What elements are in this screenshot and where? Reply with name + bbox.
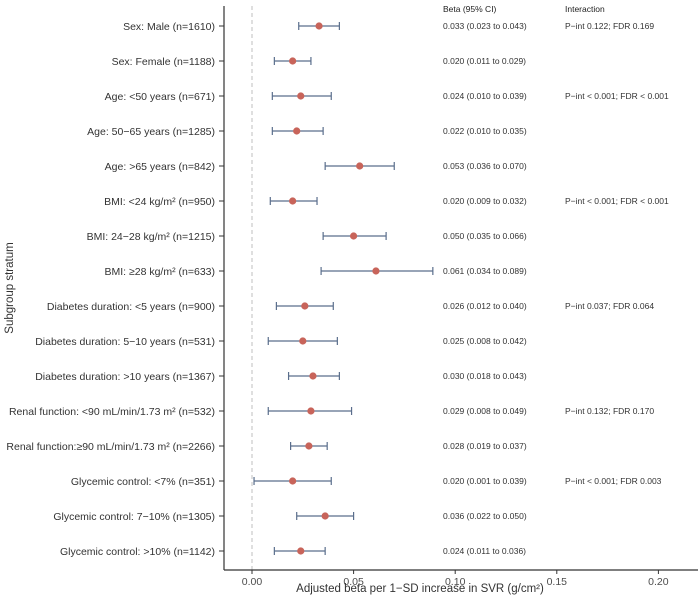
- row-label: Age: >65 years (n=842): [105, 161, 215, 173]
- beta-ci-text: 0.020 (0.009 to 0.032): [443, 196, 527, 206]
- interaction-text: P−int < 0.001; FDR 0.003: [565, 476, 662, 486]
- estimates-table: Beta (95% CI) Interaction 0.033 (0.023 t…: [443, 4, 669, 556]
- row-labels: Sex: Male (n=1610) Sex: Female (n=1188) Ag…: [6, 21, 224, 558]
- row-label: Diabetes duration: <5 years (n=900): [47, 301, 215, 313]
- row-label: Diabetes duration: >10 years (n=1367): [35, 371, 215, 383]
- x-tick-label: 0.20: [648, 576, 669, 588]
- estimate-point: [315, 22, 323, 30]
- estimate-point: [305, 442, 313, 450]
- plot-area: [251, 6, 434, 570]
- interaction-text: P−int < 0.001; FDR < 0.001: [565, 91, 669, 101]
- estimate-point: [356, 162, 364, 170]
- x-tick-label: 0.15: [547, 576, 568, 588]
- beta-ci-text: 0.028 (0.019 to 0.037): [443, 441, 527, 451]
- row-label: Renal function:≥90 mL/min/1.73 m² (n=226…: [6, 441, 215, 453]
- estimate-point: [321, 512, 329, 520]
- beta-ci-text: 0.033 (0.023 to 0.043): [443, 21, 527, 31]
- beta-ci-text: 0.026 (0.012 to 0.040): [443, 301, 527, 311]
- row-label: Glycemic control: 7−10% (n=1305): [53, 511, 215, 523]
- beta-ci-text: 0.029 (0.008 to 0.049): [443, 406, 527, 416]
- beta-ci-text: 0.020 (0.001 to 0.039): [443, 476, 527, 486]
- row-label: Glycemic control: <7% (n=351): [71, 476, 215, 488]
- interaction-text: P−int < 0.001; FDR < 0.001: [565, 196, 669, 206]
- x-axis-ticks: 0.00 0.05 0.10 0.15 0.20: [242, 570, 669, 588]
- beta-ci-text: 0.050 (0.035 to 0.066): [443, 231, 527, 241]
- estimate-point: [299, 337, 307, 345]
- beta-ci-text: 0.036 (0.022 to 0.050): [443, 511, 527, 521]
- estimate-point: [293, 127, 301, 135]
- estimate-point: [309, 372, 317, 380]
- x-tick-label: 0.10: [445, 576, 466, 588]
- row-label: Sex: Male (n=1610): [123, 21, 215, 33]
- beta-column-header: Beta (95% CI): [443, 4, 497, 14]
- beta-ci-text: 0.022 (0.010 to 0.035): [443, 126, 527, 136]
- beta-ci-text: 0.053 (0.036 to 0.070): [443, 161, 527, 171]
- row-label: Age: <50 years (n=671): [105, 91, 215, 103]
- interaction-column-header: Interaction: [565, 4, 605, 14]
- beta-ci-text: 0.030 (0.018 to 0.043): [443, 371, 527, 381]
- interaction-text: P−int 0.037; FDR 0.064: [565, 301, 654, 311]
- beta-ci-text: 0.020 (0.011 to 0.029): [443, 56, 526, 66]
- beta-ci-text: 0.025 (0.008 to 0.042): [443, 336, 527, 346]
- row-label: BMI: 24−28 kg/m² (n=1215): [87, 231, 215, 243]
- x-tick-label: 0.00: [242, 576, 263, 588]
- estimate-point: [289, 57, 297, 65]
- row-label: Diabetes duration: 5−10 years (n=531): [35, 336, 215, 348]
- row-label: Age: 50−65 years (n=1285): [87, 126, 215, 138]
- interaction-text: P−int 0.132; FDR 0.170: [565, 406, 654, 416]
- estimate-point: [297, 92, 305, 100]
- row-label: Renal function: <90 mL/min/1.73 m² (n=53…: [9, 406, 215, 418]
- estimate-point: [297, 547, 305, 555]
- beta-ci-text: 0.061 (0.034 to 0.089): [443, 266, 527, 276]
- estimate-point: [350, 232, 358, 240]
- beta-ci-text: 0.024 (0.010 to 0.039): [443, 91, 527, 101]
- x-axis-title: Adjusted beta per 1−SD increase in SVR (…: [296, 583, 544, 595]
- row-label: Sex: Female (n=1188): [112, 56, 215, 68]
- estimate-point: [372, 267, 380, 275]
- row-label: BMI: ≥28 kg/m² (n=633): [104, 266, 215, 278]
- x-tick-label: 0.05: [343, 576, 364, 588]
- y-axis-title: Subgroup stratum: [4, 242, 16, 333]
- estimate-point: [289, 197, 297, 205]
- row-label: Glycemic control: >10% (n=1142): [60, 546, 215, 558]
- row-label: BMI: <24 kg/m² (n=950): [104, 196, 215, 208]
- beta-ci-text: 0.024 (0.011 to 0.036): [443, 546, 526, 556]
- estimate-point: [307, 407, 315, 415]
- estimate-point: [301, 302, 309, 310]
- interaction-text: P−int 0.122; FDR 0.169: [565, 21, 654, 31]
- estimate-point: [289, 477, 297, 485]
